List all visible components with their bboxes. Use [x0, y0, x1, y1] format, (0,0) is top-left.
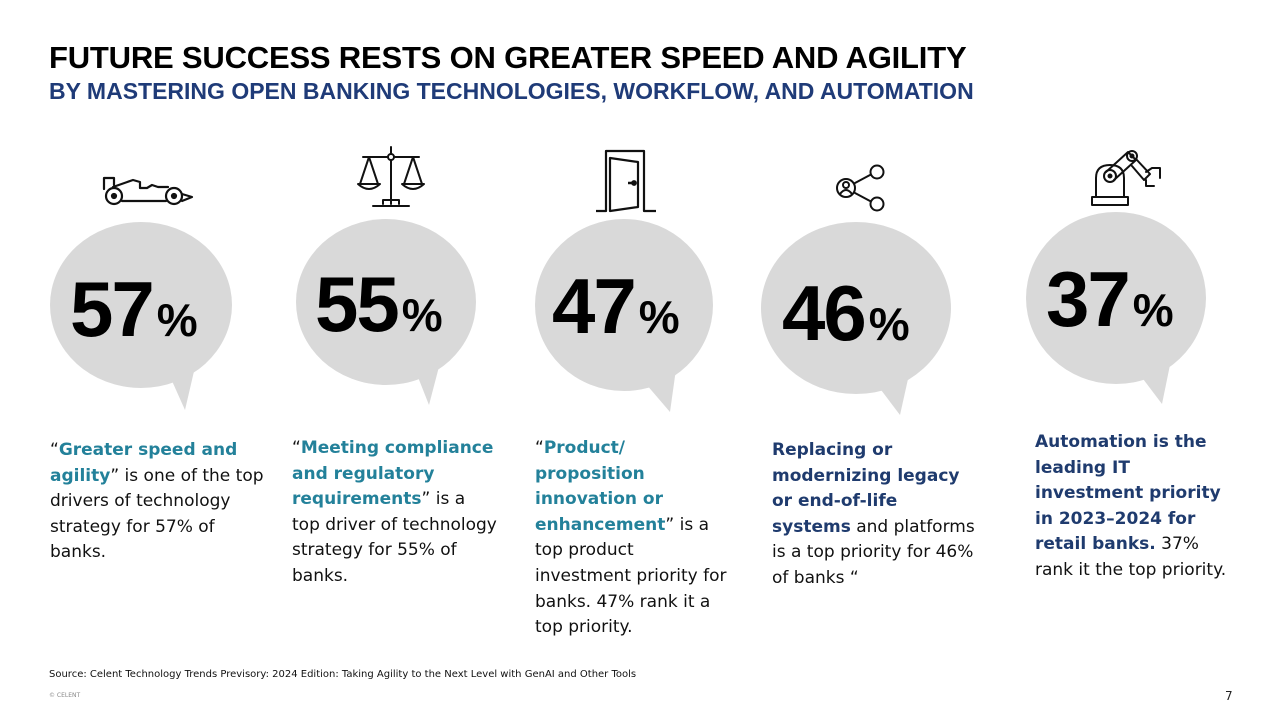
stat-bubble-1: 57%: [50, 222, 235, 412]
race-car-icon: [100, 172, 196, 206]
source-note: Source: Celent Technology Trends Previso…: [49, 669, 637, 680]
copyright: © CELENT: [49, 692, 81, 699]
speech-bubble-shape: [535, 219, 713, 412]
stat-highlight-5: Automation is the leading IT investment …: [1035, 432, 1221, 555]
stat-bubble-5: 37%: [1026, 212, 1211, 407]
speech-bubble-shape: [761, 222, 951, 415]
balance-scale-icon: [355, 144, 427, 212]
slide-subtitle: BY MASTERING OPEN BANKING TECHNOLOGIES, …: [49, 78, 974, 104]
stat-description-5: Automation is the leading IT investment …: [1035, 432, 1227, 580]
stat-value-3: 47%: [552, 262, 680, 350]
stat-value-1: 57%: [70, 265, 198, 353]
stat-description-1: “Greater speed and agility” is one of th…: [50, 440, 264, 563]
open-door-icon: [594, 148, 658, 214]
speech-bubble-shape: [296, 219, 476, 405]
user-share-icon: [834, 162, 888, 214]
stat-value-2: 55%: [315, 260, 443, 348]
robot-arm-icon: [1090, 150, 1166, 208]
page-number: 7: [1225, 689, 1233, 703]
stat-bubble-2: 55%: [296, 219, 481, 409]
stat-description-4: Replacing or modernizing legacy or end-o…: [772, 440, 975, 588]
stat-highlight-1: Greater speed and agility: [50, 440, 238, 486]
stat-value-5: 37%: [1046, 255, 1174, 343]
stat-highlight-2: Meeting compliance and regulatory requir…: [292, 438, 494, 510]
slide-title: FUTURE SUCCESS RESTS ON GREATER SPEED AN…: [49, 40, 967, 75]
stat-highlight-4: Replacing or modernizing legacy or end-o…: [772, 440, 960, 537]
stat-bubble-3: 47%: [534, 219, 719, 414]
speech-bubble-shape: [50, 222, 232, 410]
stat-highlight-3: Product/ proposition innovation or enhan…: [535, 438, 666, 535]
speech-bubble-shape: [1026, 212, 1206, 404]
stat-bubble-4: 46%: [760, 222, 955, 417]
stat-value-4: 46%: [782, 269, 910, 357]
stat-description-2: “Meeting compliance and regulatory requi…: [292, 438, 497, 586]
stat-description-3: “Product/ proposition innovation or enha…: [535, 438, 727, 638]
